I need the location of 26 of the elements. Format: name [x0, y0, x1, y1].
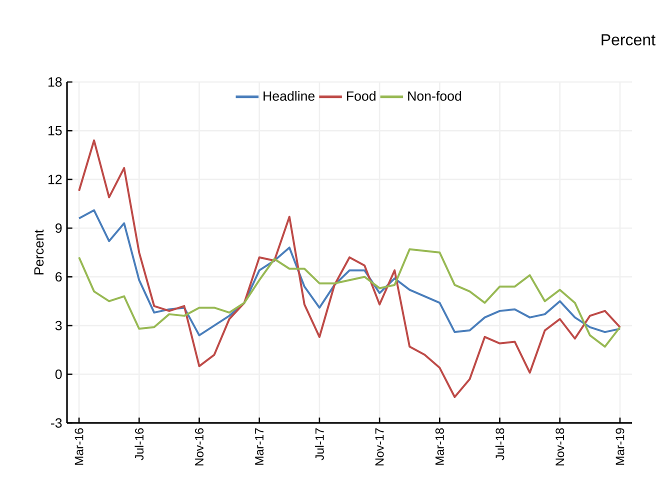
y-tick-label: 0 — [55, 370, 62, 379]
x-tick-label: Mar-17 — [255, 428, 264, 465]
x-tick-label: Jul-18 — [495, 428, 504, 460]
x-tick-label: Mar-18 — [435, 428, 444, 465]
y-tick-label: 9 — [56, 223, 62, 233]
x-tick-label: Mar-19 — [616, 428, 624, 465]
x-tick-label: Nov-16 — [194, 428, 204, 466]
line-series — [78, 139, 621, 398]
y-tick-label: 3 — [55, 320, 62, 330]
y-axis-title: Percent — [34, 230, 44, 274]
x-tick-label: Mar-16 — [74, 428, 84, 465]
x-tick-label: Jul-16 — [134, 428, 144, 460]
chart-title: Percent — [602, 34, 656, 46]
x-tick-label: Nov-17 — [375, 428, 384, 466]
y-tick-label: -3 — [51, 418, 62, 428]
y-tick-label: 6 — [56, 272, 62, 282]
legend-label: Headline — [264, 90, 315, 101]
y-tick-label: 12 — [48, 174, 62, 184]
line-series — [78, 248, 621, 348]
x-tick-label: Jul-17 — [315, 428, 324, 460]
y-tick-label: 15 — [48, 126, 62, 136]
y-tick-label: 18 — [48, 77, 62, 87]
legend-label: Non-food — [408, 90, 462, 101]
legend-label: Food — [347, 90, 376, 101]
x-tick-label: Nov-18 — [556, 428, 564, 466]
line-series — [78, 209, 621, 336]
